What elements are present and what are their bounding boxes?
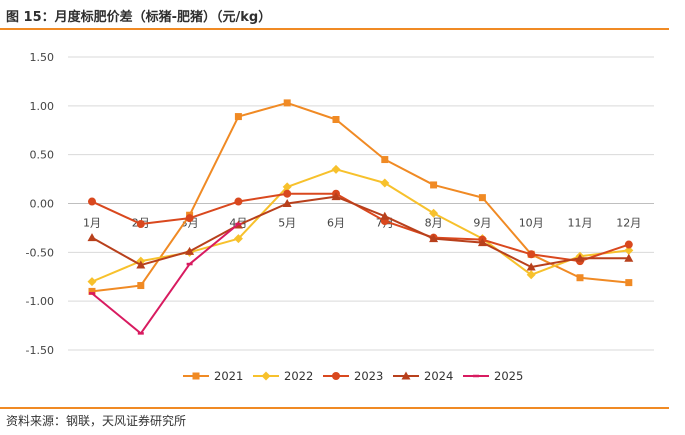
x-tick-label: 10月: [519, 217, 544, 230]
data-point: [575, 253, 585, 262]
title-divider: [0, 28, 669, 30]
x-tick-label: 11月: [568, 217, 593, 230]
x-tick-label: 12月: [616, 217, 641, 230]
y-tick-label: 1.00: [30, 100, 55, 113]
series-2022: [87, 164, 634, 287]
data-point: [401, 371, 411, 380]
y-tick-label: 1.50: [30, 51, 55, 64]
source-divider: [0, 407, 669, 409]
x-tick-label: 8月: [425, 217, 443, 230]
legend-label: 2024: [424, 369, 453, 383]
x-tick-label: 3月: [181, 217, 199, 230]
data-point: [192, 372, 200, 380]
data-point: [283, 189, 292, 198]
data-point: [576, 274, 584, 282]
x-tick-label: 9月: [473, 217, 491, 230]
y-tick-label: 0.50: [30, 149, 55, 162]
series-lines: [87, 99, 634, 335]
data-point: [624, 240, 633, 249]
x-tick-label: 6月: [327, 217, 345, 230]
data-point: [381, 156, 389, 164]
series-2025: [89, 222, 242, 335]
data-point: [283, 99, 291, 107]
series-2021: [88, 99, 633, 295]
data-point: [137, 282, 145, 290]
data-point: [624, 253, 634, 262]
data-point: [185, 246, 195, 255]
figure-title: 图 15：月度标肥价差（标猪-肥猪）（元/kg）: [6, 10, 272, 25]
legend-item-2022: 2022: [253, 369, 313, 383]
legend-label: 2021: [214, 369, 243, 383]
legend-label: 2025: [494, 369, 523, 383]
data-point: [87, 277, 97, 287]
data-point: [429, 208, 439, 218]
series-line: [91, 101, 629, 293]
legend-label: 2022: [284, 369, 313, 383]
y-tick-label: -1.50: [26, 344, 54, 357]
legend: 2021 2022 2023 2024 2025: [183, 369, 523, 383]
legend-label: 2023: [354, 369, 383, 383]
data-point: [136, 260, 146, 269]
data-point: [430, 181, 438, 189]
data-point: [261, 371, 271, 381]
data-point: [282, 199, 292, 207]
legend-item-2021: 2021: [183, 369, 243, 383]
data-point: [380, 178, 390, 188]
data-point: [527, 250, 536, 259]
data-point: [233, 234, 243, 244]
data-point: [429, 234, 439, 243]
data-point: [526, 270, 536, 280]
data-point: [526, 262, 536, 271]
data-point: [332, 116, 340, 124]
data-point: [136, 220, 145, 229]
y-axis-ticks: 1.50 1.00 0.50 0.00 -0.50 -1.00 -1.50: [26, 51, 54, 357]
legend-item-2023: 2023: [323, 369, 383, 383]
data-point: [331, 164, 341, 174]
data-point: [625, 279, 633, 287]
data-point: [332, 372, 340, 380]
data-point: [234, 197, 243, 206]
data-point: [380, 211, 390, 220]
data-point: [88, 197, 96, 206]
legend-item-2025: 2025: [463, 369, 523, 383]
series-line: [91, 195, 629, 268]
data-point: [624, 245, 634, 255]
y-tick-label: 0.00: [30, 198, 55, 211]
y-tick-label: -1.00: [26, 295, 54, 308]
y-tick-label: -0.50: [26, 246, 54, 259]
gridlines: [68, 56, 654, 351]
legend-item-2024: 2024: [393, 369, 453, 383]
series-2023: [88, 189, 633, 266]
data-point: [87, 233, 97, 242]
x-tick-label: 5月: [278, 217, 296, 230]
series-line: [91, 223, 240, 335]
line-chart: 1.501.000.500.00-0.50-1.00-1.50 1月2月3月4月…: [26, 51, 654, 383]
source-note: 资料来源：钢联，天风证券研究所: [6, 414, 187, 428]
data-point: [282, 182, 292, 192]
data-point: [234, 113, 242, 121]
data-point: [477, 238, 487, 247]
x-tick-label: 1月: [83, 217, 101, 230]
x-axis-ticks: 1月2月3月4月5月6月7月8月9月10月11月12月: [83, 217, 641, 230]
data-point: [478, 194, 486, 202]
data-point: [331, 192, 341, 201]
data-point: [185, 214, 194, 223]
data-point: [88, 287, 96, 295]
